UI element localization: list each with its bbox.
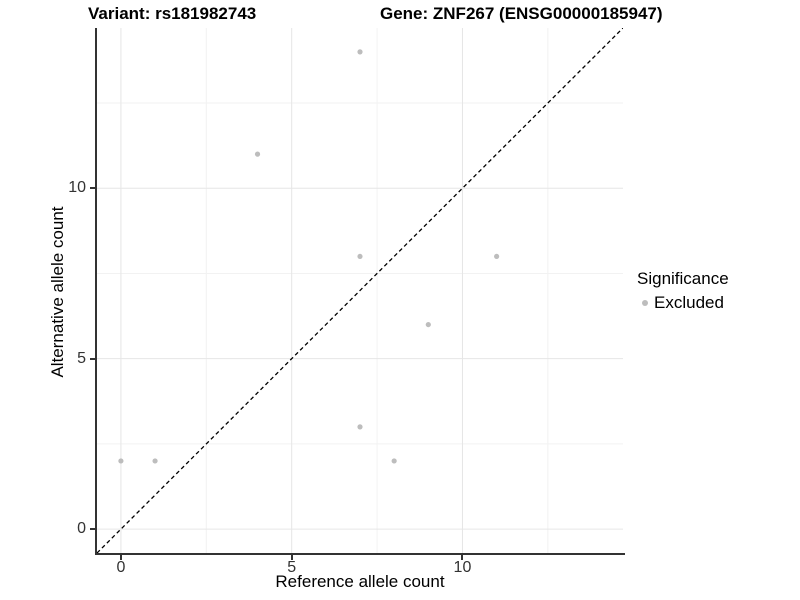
y-tick-mark — [90, 187, 95, 190]
y-tick-mark — [90, 357, 95, 360]
x-tick-mark — [290, 555, 293, 560]
x-axis-label: Reference allele count — [275, 572, 445, 591]
y-tick-label: 5 — [77, 349, 86, 367]
legend-title: Significance — [637, 269, 729, 288]
x-tick-mark — [119, 555, 122, 560]
legend-item: Excluded — [637, 293, 729, 313]
data-point — [152, 458, 158, 464]
data-point — [357, 49, 363, 55]
plot-title-variant: Variant: rs181982743 — [88, 4, 257, 23]
x-tick-label: 0 — [116, 559, 126, 576]
plot-title-gene: Gene: ZNF267 (ENSG00000185947) — [380, 4, 663, 23]
y-tick-mark — [90, 528, 95, 531]
data-point — [425, 321, 431, 328]
data-point — [357, 424, 363, 430]
data-point — [254, 151, 261, 157]
data-point — [357, 253, 363, 260]
legend-key-dot — [642, 300, 648, 306]
y-tick-label: 0 — [77, 520, 86, 538]
data-point — [494, 253, 500, 260]
data-point — [391, 458, 397, 464]
data-point — [118, 458, 124, 464]
y-axis-label: Alternative allele count — [48, 206, 67, 378]
x-axis-line — [95, 553, 625, 555]
legend-item-label: Excluded — [654, 293, 724, 312]
x-tick-label: 5 — [287, 559, 297, 576]
y-axis-line — [95, 28, 97, 555]
identity-line — [97, 28, 623, 553]
x-tick-mark — [461, 555, 464, 560]
legend: Significance Excluded — [637, 269, 729, 313]
x-tick-label: 10 — [453, 559, 472, 576]
y-tick-label: 10 — [68, 179, 86, 197]
plot-panel — [97, 28, 623, 553]
